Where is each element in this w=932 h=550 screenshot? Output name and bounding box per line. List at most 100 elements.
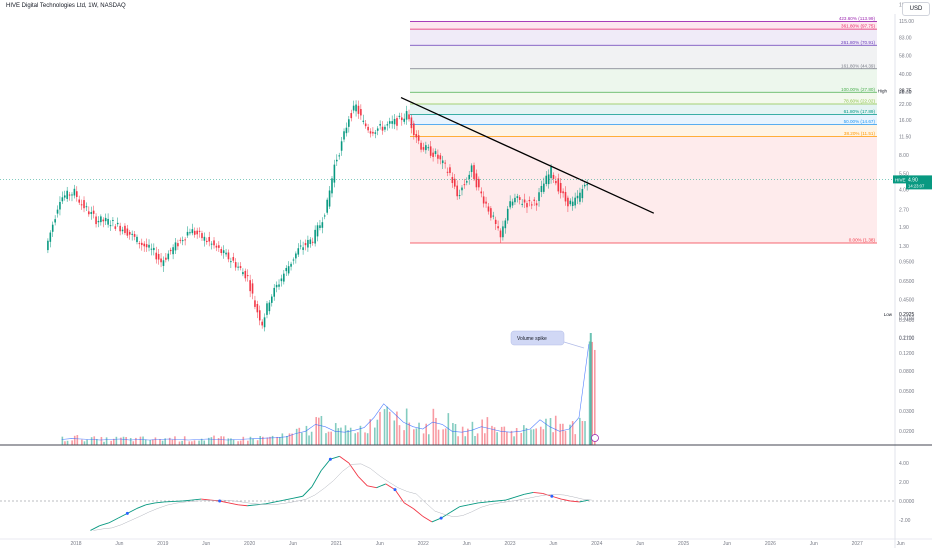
candle-body [420,142,422,150]
volume-bar [122,436,125,445]
volume-bar [76,435,79,445]
candle-body [538,192,540,201]
volume-bar [476,433,479,445]
candle-body [244,270,247,279]
volume-bar [110,440,112,445]
candle-body [348,119,350,127]
currency-button[interactable]: USD [902,2,930,16]
volume-bar [139,436,142,445]
candle-body [386,124,389,126]
volume-bar [474,436,476,445]
time-axis-tick-8: 2022 [418,541,429,547]
fib-zone-6 [410,114,877,125]
candle-body [528,199,531,202]
volume-bar [593,349,596,445]
volume-bar [144,439,147,445]
volume-bar [230,438,232,445]
volume-bar [305,425,308,445]
volume-bar [103,441,105,445]
volume-bar [269,436,271,445]
volume-bar [222,436,225,445]
candle-body [83,200,85,209]
candle-body [555,180,557,184]
candle-body [54,219,56,223]
volume-bar [203,440,206,445]
volume-bar [464,436,467,445]
volume-bar [93,436,96,445]
candle-body [466,181,468,183]
volume-bar [493,427,496,445]
candle-body [218,245,220,248]
volume-ma-line [61,344,590,441]
volume-bar [237,441,239,445]
candle-body [473,165,475,180]
volume-bar [467,428,469,445]
candle-body [107,218,109,225]
fib-label-4: 100.00% (27.80) [841,87,875,92]
volume-bar [523,425,525,445]
candle-body [215,245,218,248]
candle-body [482,196,485,204]
candle-body [468,174,471,179]
candle-body [295,253,297,259]
fib-zone-8 [410,136,877,244]
candle-body [458,195,461,197]
volume-bar [239,440,242,445]
volume-bars [61,341,596,445]
candle-body [97,220,100,223]
candle-body [439,155,442,160]
volume-bar [181,440,183,445]
candle-body [237,266,239,268]
current-price-countdown: 14:23:07 [908,183,925,188]
oscillator-segment [339,455,350,464]
volume-bar [193,440,196,445]
oscillator-axis-tick-0: 4.00 [899,461,909,467]
volume-bar [428,434,430,445]
candle-body [340,141,343,151]
candle-body [143,243,146,247]
candle-body [422,147,425,150]
event-flag-icon [591,434,599,442]
high-label: High [878,89,888,94]
candle-body [63,195,66,198]
fib-zone-3 [410,68,877,93]
volume-bar [318,417,320,445]
volume-bar [227,438,230,445]
candle-body [372,131,374,134]
candle-body [234,262,237,268]
current-price-ticker: HIVE [895,177,906,182]
volume-bar [125,437,127,445]
candle-body [172,247,174,255]
candle-body [376,128,379,131]
candle-body [121,229,124,232]
volume-bar [452,423,454,445]
volume-bar [376,419,379,445]
candle-body [196,230,198,235]
candle-body [100,216,102,223]
candle-body [333,164,336,183]
candle-body [198,230,201,232]
volume-bar [542,429,545,445]
current-price-value: 4.90 [908,177,918,183]
candle-body [401,117,403,121]
volume-bar [442,429,444,445]
oscillator-segment [450,506,460,513]
time-axis-tick-3: Jun [202,541,210,547]
candle-body [331,178,333,194]
time-axis-tick-16: 2026 [765,541,776,547]
price-axis-tick-5: 28.00 [899,90,912,96]
price-axis-tick-17: 0.4500 [899,297,915,303]
candle-body [225,252,227,255]
volume-bar [183,436,186,445]
candle-body [514,197,516,203]
volume-bar [276,436,278,445]
volume-bar [579,417,581,445]
candle-body [362,120,365,122]
volume-bar [520,432,523,445]
volume-bar [461,426,464,445]
price-axis-tick-10: 5.50 [899,172,909,178]
candle-body [283,273,285,282]
volume-bar [364,432,366,445]
volume-bar [129,438,132,445]
